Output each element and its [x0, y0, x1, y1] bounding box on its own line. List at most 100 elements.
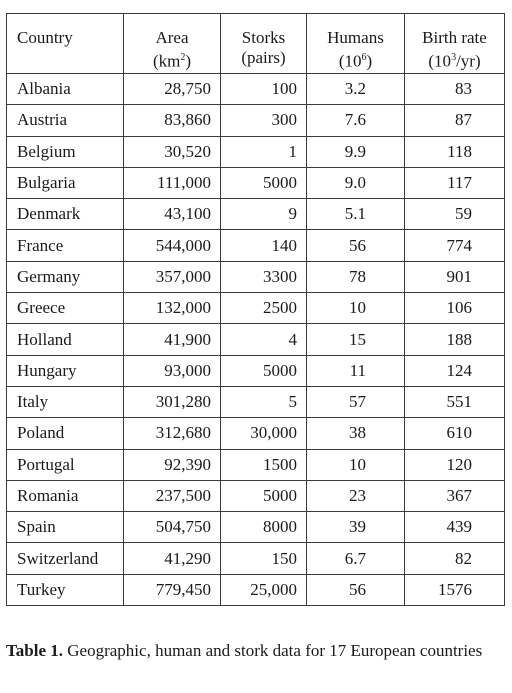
cell-area: 544,000	[123, 229, 221, 262]
table-row: Bulgaria 111,000 5000 9.0 117	[6, 166, 505, 200]
cell-area: 41,900	[123, 323, 221, 356]
cell-area: 83,860	[123, 104, 221, 137]
cell-birth: 188	[404, 323, 505, 356]
header-humans: Humans (106)	[306, 13, 405, 74]
cell-storks: 5000	[220, 479, 307, 513]
cell-country: Switzerland	[6, 542, 124, 575]
cell-country: Italy	[6, 385, 124, 419]
cell-storks: 150	[220, 542, 307, 575]
cell-humans: 9.9	[306, 135, 405, 168]
cell-country: Albania	[6, 72, 124, 106]
cell-birth: 83	[404, 72, 505, 106]
cell-humans: 10	[306, 448, 405, 481]
cell-storks: 1	[220, 135, 307, 168]
header-humans-unit: (106)	[338, 51, 373, 71]
cell-country: Romania	[6, 479, 124, 513]
cell-area: 41,290	[123, 542, 221, 575]
table-caption: Table 1. Geographic, human and stork dat…	[6, 640, 506, 661]
table-row: Spain 504,750 8000 39 439	[6, 511, 505, 544]
header-storks: Storks (pairs)	[220, 13, 307, 74]
cell-storks: 100	[220, 72, 307, 106]
cell-birth: 551	[404, 385, 505, 419]
cell-humans: 11	[306, 354, 405, 387]
caption-label: Table 1.	[6, 641, 64, 660]
cell-country: Holland	[6, 323, 124, 356]
cell-birth: 367	[404, 479, 505, 513]
cell-country: Portugal	[6, 448, 124, 481]
cell-birth: 610	[404, 417, 505, 450]
cell-humans: 10	[306, 292, 405, 325]
cell-area: 111,000	[123, 166, 221, 200]
stork-data-table: Country Area (km2) Storks (pairs) Humans…	[6, 13, 505, 607]
cell-area: 504,750	[123, 511, 221, 544]
cell-area: 30,520	[123, 135, 221, 168]
header-country: Country	[6, 13, 124, 74]
table-header: Country Area (km2) Storks (pairs) Humans…	[6, 13, 505, 74]
table-row: Italy 301,280 5 57 551	[6, 385, 505, 419]
cell-birth: 118	[404, 135, 505, 168]
cell-storks: 3300	[220, 260, 307, 294]
table-row: Albania 28,750 100 3.2 83	[6, 72, 505, 106]
header-row: Country Area (km2) Storks (pairs) Humans…	[6, 13, 505, 74]
cell-storks: 1500	[220, 448, 307, 481]
cell-area: 312,680	[123, 417, 221, 450]
header-area-label: Area	[155, 28, 189, 47]
table-row: Holland 41,900 4 15 188	[6, 323, 505, 356]
cell-country: Bulgaria	[6, 166, 124, 200]
cell-birth: 82	[404, 542, 505, 575]
cell-country: Hungary	[6, 354, 124, 387]
table-row: Greece 132,000 2500 10 106	[6, 292, 505, 325]
cell-birth: 120	[404, 448, 505, 481]
cell-humans: 6.7	[306, 542, 405, 575]
cell-humans: 56	[306, 573, 405, 607]
cell-humans: 39	[306, 511, 405, 544]
cell-humans: 23	[306, 479, 405, 513]
cell-storks: 4	[220, 323, 307, 356]
cell-storks: 8000	[220, 511, 307, 544]
cell-area: 93,000	[123, 354, 221, 387]
table-row: Turkey 779,450 25,000 56 1576	[6, 573, 505, 607]
table-body: Albania 28,750 100 3.2 83 Austria 83,860 300 7.6…	[6, 72, 505, 607]
table-row: Austria 83,860 300 7.6 87	[6, 104, 505, 137]
cell-humans: 5.1	[306, 198, 405, 231]
table-row: Belgium 30,520 1 9.9 118	[6, 135, 505, 168]
caption-text: Geographic, human and stork data for 17 …	[67, 641, 483, 660]
cell-humans: 7.6	[306, 104, 405, 137]
cell-humans: 15	[306, 323, 405, 356]
cell-area: 28,750	[123, 72, 221, 106]
cell-area: 43,100	[123, 198, 221, 231]
cell-birth: 87	[404, 104, 505, 137]
cell-storks: 5000	[220, 166, 307, 200]
cell-country: Austria	[6, 104, 124, 137]
cell-area: 92,390	[123, 448, 221, 481]
cell-humans: 3.2	[306, 72, 405, 106]
cell-birth: 124	[404, 354, 505, 387]
cell-country: Belgium	[6, 135, 124, 168]
cell-birth: 1576	[404, 573, 505, 607]
table-row: Denmark 43,100 9 5.1 59	[6, 198, 505, 231]
table-container: Country Area (km2) Storks (pairs) Humans…	[6, 13, 505, 607]
cell-humans: 9.0	[306, 166, 405, 200]
cell-storks: 300	[220, 104, 307, 137]
cell-storks: 5	[220, 385, 307, 419]
cell-country: Poland	[6, 417, 124, 450]
cell-country: Denmark	[6, 198, 124, 231]
cell-humans: 78	[306, 260, 405, 294]
header-birth-label: Birth rate	[422, 28, 487, 47]
cell-birth: 901	[404, 260, 505, 294]
header-country-label: Country	[17, 28, 73, 47]
cell-area: 357,000	[123, 260, 221, 294]
cell-storks: 25,000	[220, 573, 307, 607]
header-birth-unit: (103/yr)	[428, 51, 481, 71]
cell-birth: 774	[404, 229, 505, 262]
table-row: France 544,000 140 56 774	[6, 229, 505, 262]
cell-country: Germany	[6, 260, 124, 294]
header-area-unit: (km2)	[152, 51, 192, 71]
cell-birth: 106	[404, 292, 505, 325]
cell-storks: 140	[220, 229, 307, 262]
table-row: Hungary 93,000 5000 11 124	[6, 354, 505, 387]
header-area: Area (km2)	[123, 13, 221, 74]
cell-area: 301,280	[123, 385, 221, 419]
cell-country: Greece	[6, 292, 124, 325]
table-row: Romania 237,500 5000 23 367	[6, 479, 505, 513]
